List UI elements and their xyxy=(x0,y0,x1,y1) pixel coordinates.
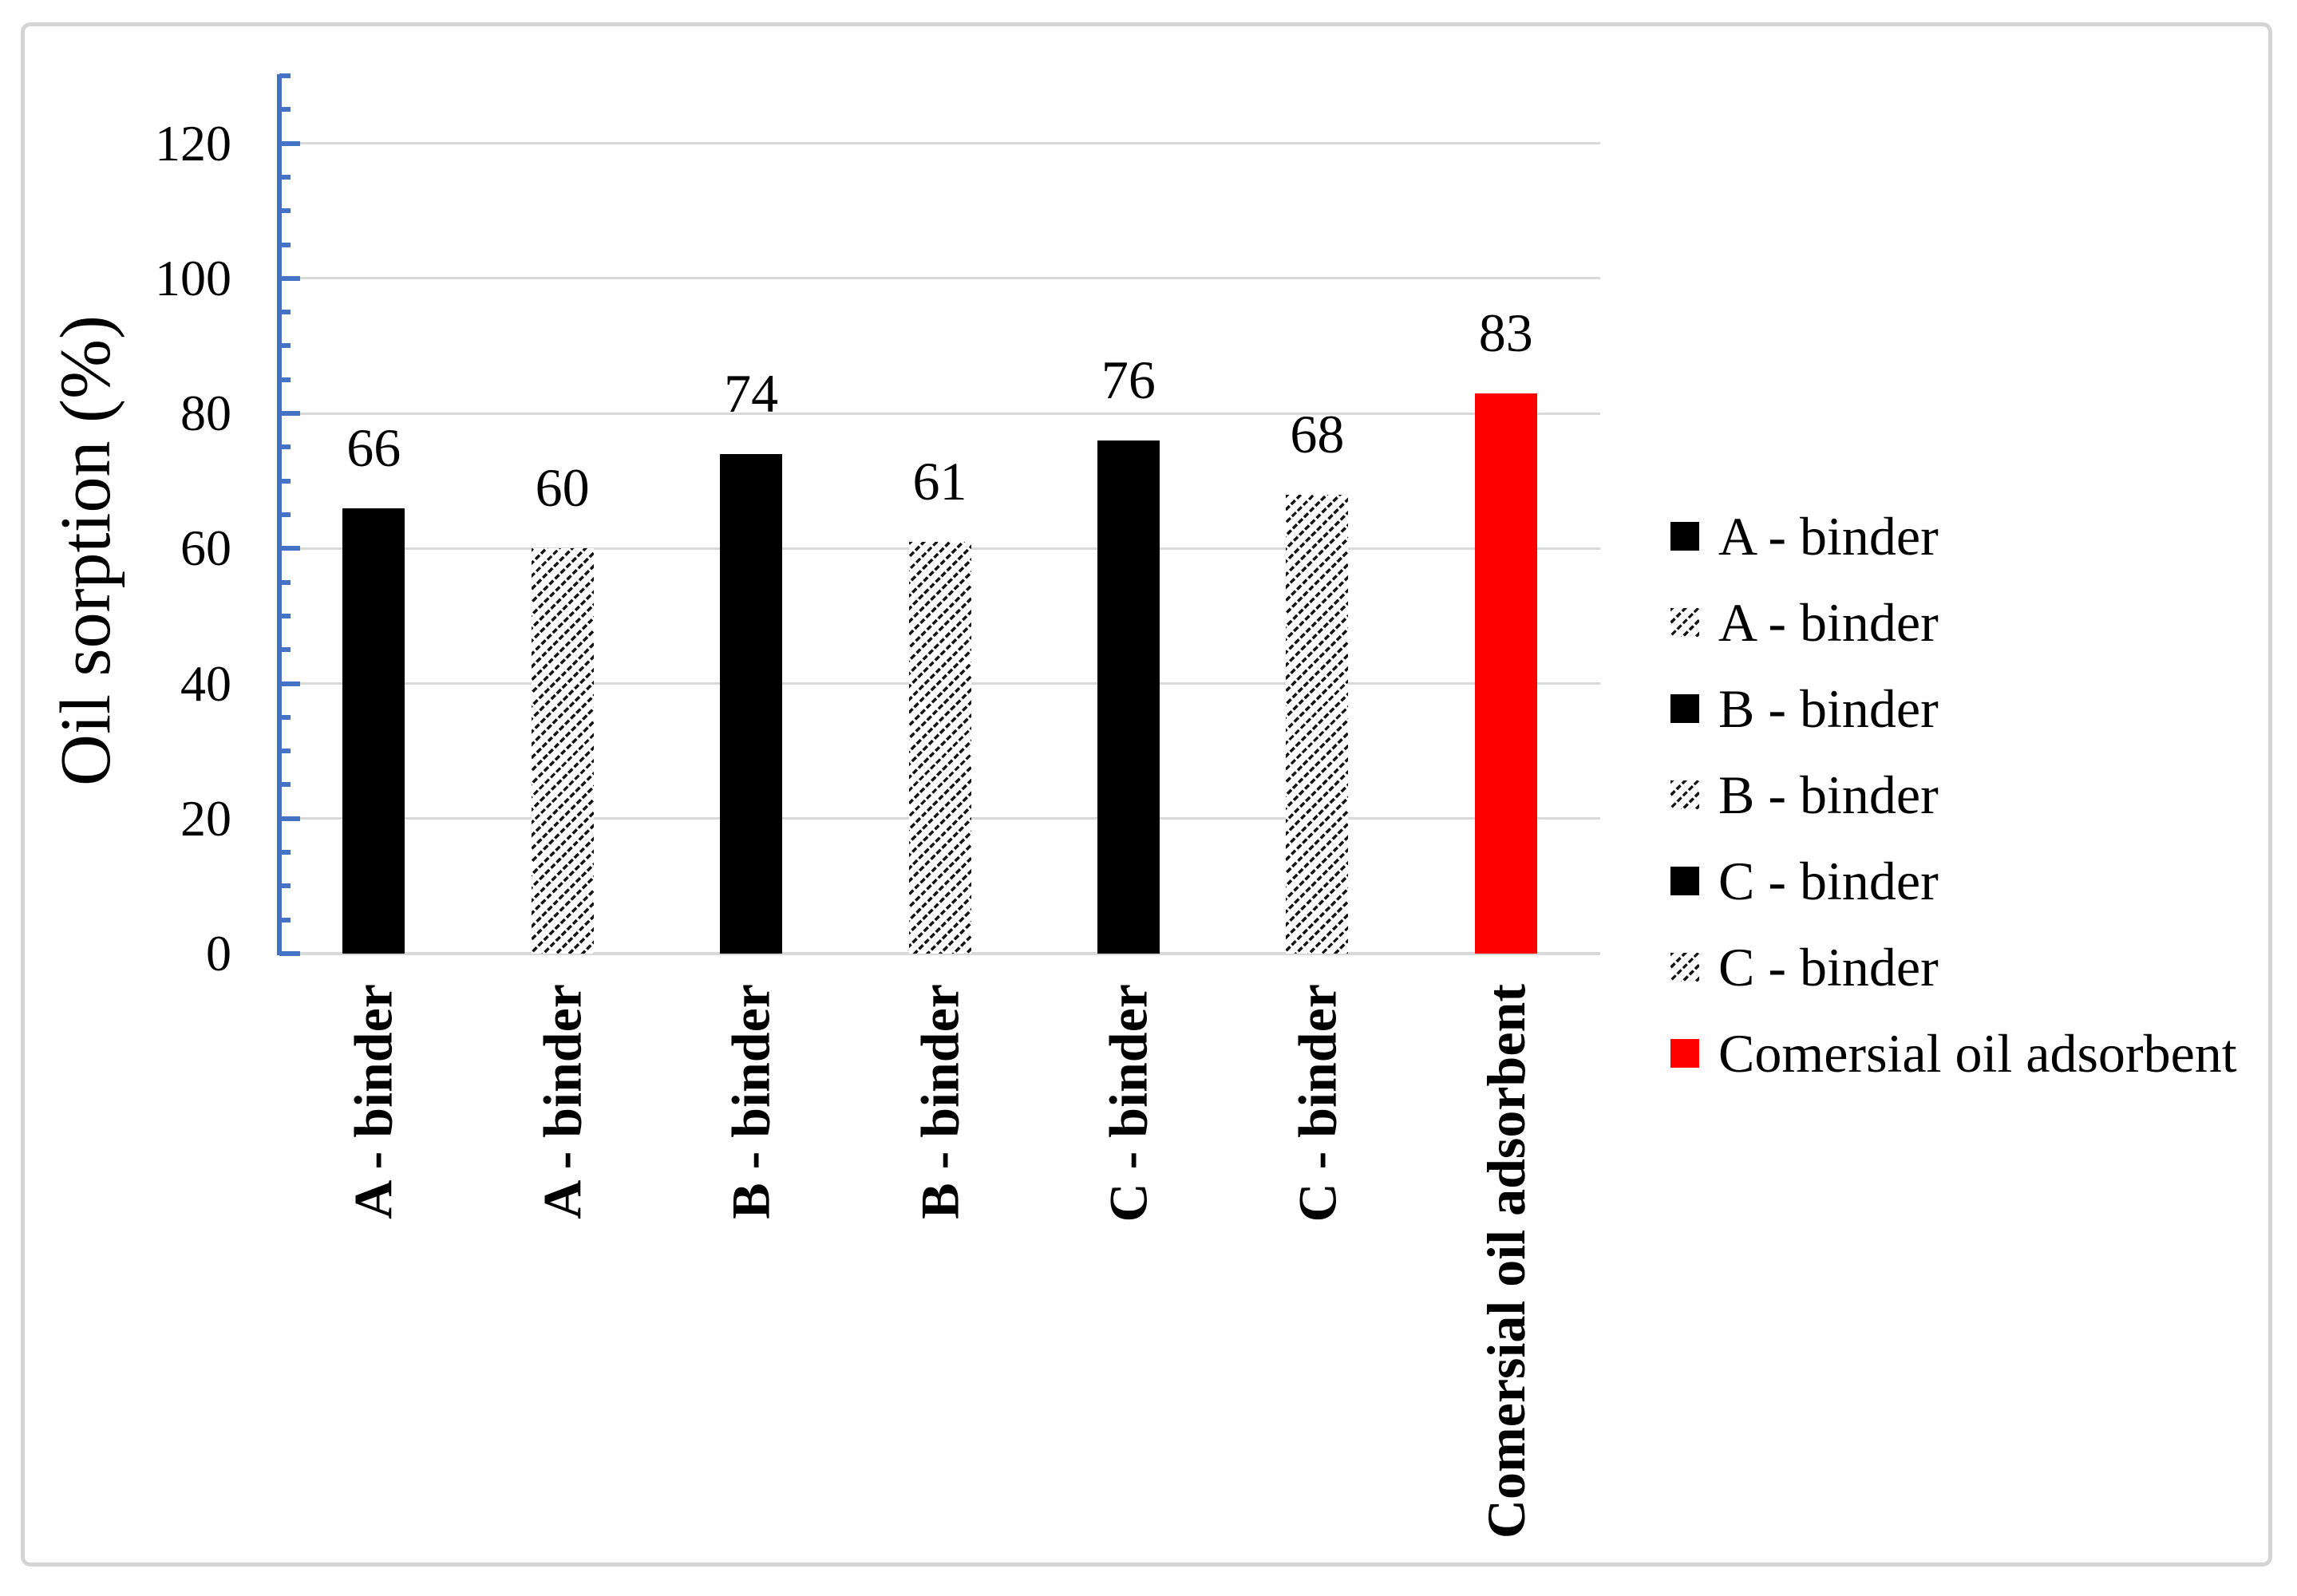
bar-7 xyxy=(1474,393,1537,954)
gridline-100 xyxy=(279,277,1600,280)
y-axis-major-tick xyxy=(279,681,300,686)
y-axis-minor-tick xyxy=(279,647,291,653)
y-axis-tick-label: 100 xyxy=(155,249,231,306)
legend-swatch-solid-black xyxy=(1670,694,1699,723)
y-axis-major-tick xyxy=(279,275,300,281)
x-axis-label: B - binder xyxy=(721,984,782,1219)
y-axis-minor-tick xyxy=(279,782,291,788)
x-axis-label: B - binder xyxy=(909,984,971,1219)
bar-value-label: 60 xyxy=(535,457,590,519)
legend-swatch-hatched xyxy=(1670,608,1699,637)
bar-4 xyxy=(908,541,971,954)
y-axis-tick-label: 20 xyxy=(180,789,231,847)
y-axis-minor-tick xyxy=(279,444,291,450)
bar-value-label: 61 xyxy=(912,450,967,512)
y-axis-minor-tick xyxy=(279,174,291,180)
legend-item: C - binder xyxy=(1670,935,1939,999)
y-axis-minor-tick xyxy=(279,73,291,78)
bar-2 xyxy=(531,548,594,954)
legend-label: C - binder xyxy=(1718,937,1939,998)
y-axis-major-tick xyxy=(279,816,300,821)
legend-swatch-solid-black xyxy=(1670,867,1699,895)
y-axis-minor-tick xyxy=(279,850,291,855)
legend-label: Comersial oil adsorbent xyxy=(1718,1023,2237,1084)
x-axis-line xyxy=(279,952,1600,955)
y-axis-minor-tick xyxy=(279,310,291,315)
legend-label: A - binder xyxy=(1718,506,1939,567)
bar-5 xyxy=(1097,440,1160,954)
legend-label: A - binder xyxy=(1718,592,1939,653)
legend-label: B - binder xyxy=(1718,678,1939,739)
y-axis-minor-tick xyxy=(279,512,291,517)
y-axis-tick-label: 0 xyxy=(206,925,231,982)
y-axis-minor-tick xyxy=(279,343,291,349)
y-axis-major-tick xyxy=(279,411,300,417)
legend-item: C - binder xyxy=(1670,849,1939,913)
legend-swatch-solid-red xyxy=(1670,1039,1699,1068)
y-axis-minor-tick xyxy=(279,478,291,484)
x-axis-label: Comersial oil adsorbent xyxy=(1475,984,1536,1539)
y-axis-minor-tick xyxy=(279,917,291,922)
y-axis-minor-tick xyxy=(279,579,291,585)
y-axis-major-tick xyxy=(279,951,300,956)
legend-label: B - binder xyxy=(1718,764,1939,825)
y-axis-minor-tick xyxy=(279,242,291,247)
legend-swatch-hatched xyxy=(1670,780,1699,809)
y-axis-minor-tick xyxy=(279,883,291,889)
y-axis-tick-label: 120 xyxy=(155,114,231,172)
y-axis-minor-tick xyxy=(279,107,291,113)
legend-item: A - binder xyxy=(1670,504,1939,568)
gridline-120 xyxy=(279,142,1600,145)
x-axis-label: A - binder xyxy=(532,984,593,1219)
gridline-80 xyxy=(279,412,1600,415)
y-axis-tick-label: 80 xyxy=(180,385,231,442)
bar-6 xyxy=(1286,494,1349,954)
bar-value-label: 74 xyxy=(724,362,779,424)
legend-item: A - binder xyxy=(1670,591,1939,654)
y-axis-minor-tick xyxy=(279,714,291,720)
y-axis-tick-label: 60 xyxy=(180,519,231,577)
y-axis-major-tick xyxy=(279,140,300,146)
y-axis-minor-tick xyxy=(279,749,291,754)
legend-item: B - binder xyxy=(1670,677,1939,741)
y-axis-minor-tick xyxy=(279,613,291,618)
y-axis-major-tick xyxy=(279,546,300,551)
bar-value-label: 76 xyxy=(1101,349,1156,410)
y-axis-minor-tick xyxy=(279,377,291,382)
x-axis-label: C - binder xyxy=(1097,984,1159,1223)
bar-value-label: 68 xyxy=(1290,403,1345,464)
bar-value-label: 83 xyxy=(1478,302,1533,363)
legend-swatch-hatched xyxy=(1670,953,1699,982)
legend-label: C - binder xyxy=(1718,851,1939,911)
y-axis-tick-label: 40 xyxy=(180,654,231,712)
y-axis-minor-tick xyxy=(279,208,291,214)
legend-item: Comersial oil adsorbent xyxy=(1670,1021,2237,1085)
x-axis-label: A - binder xyxy=(343,984,405,1219)
x-axis-label: C - binder xyxy=(1287,984,1348,1223)
bar-value-label: 66 xyxy=(346,417,401,478)
bar-1 xyxy=(342,508,405,954)
bar-3 xyxy=(720,453,783,954)
legend-item: B - binder xyxy=(1670,763,1939,827)
legend-swatch-solid-black xyxy=(1670,522,1699,551)
